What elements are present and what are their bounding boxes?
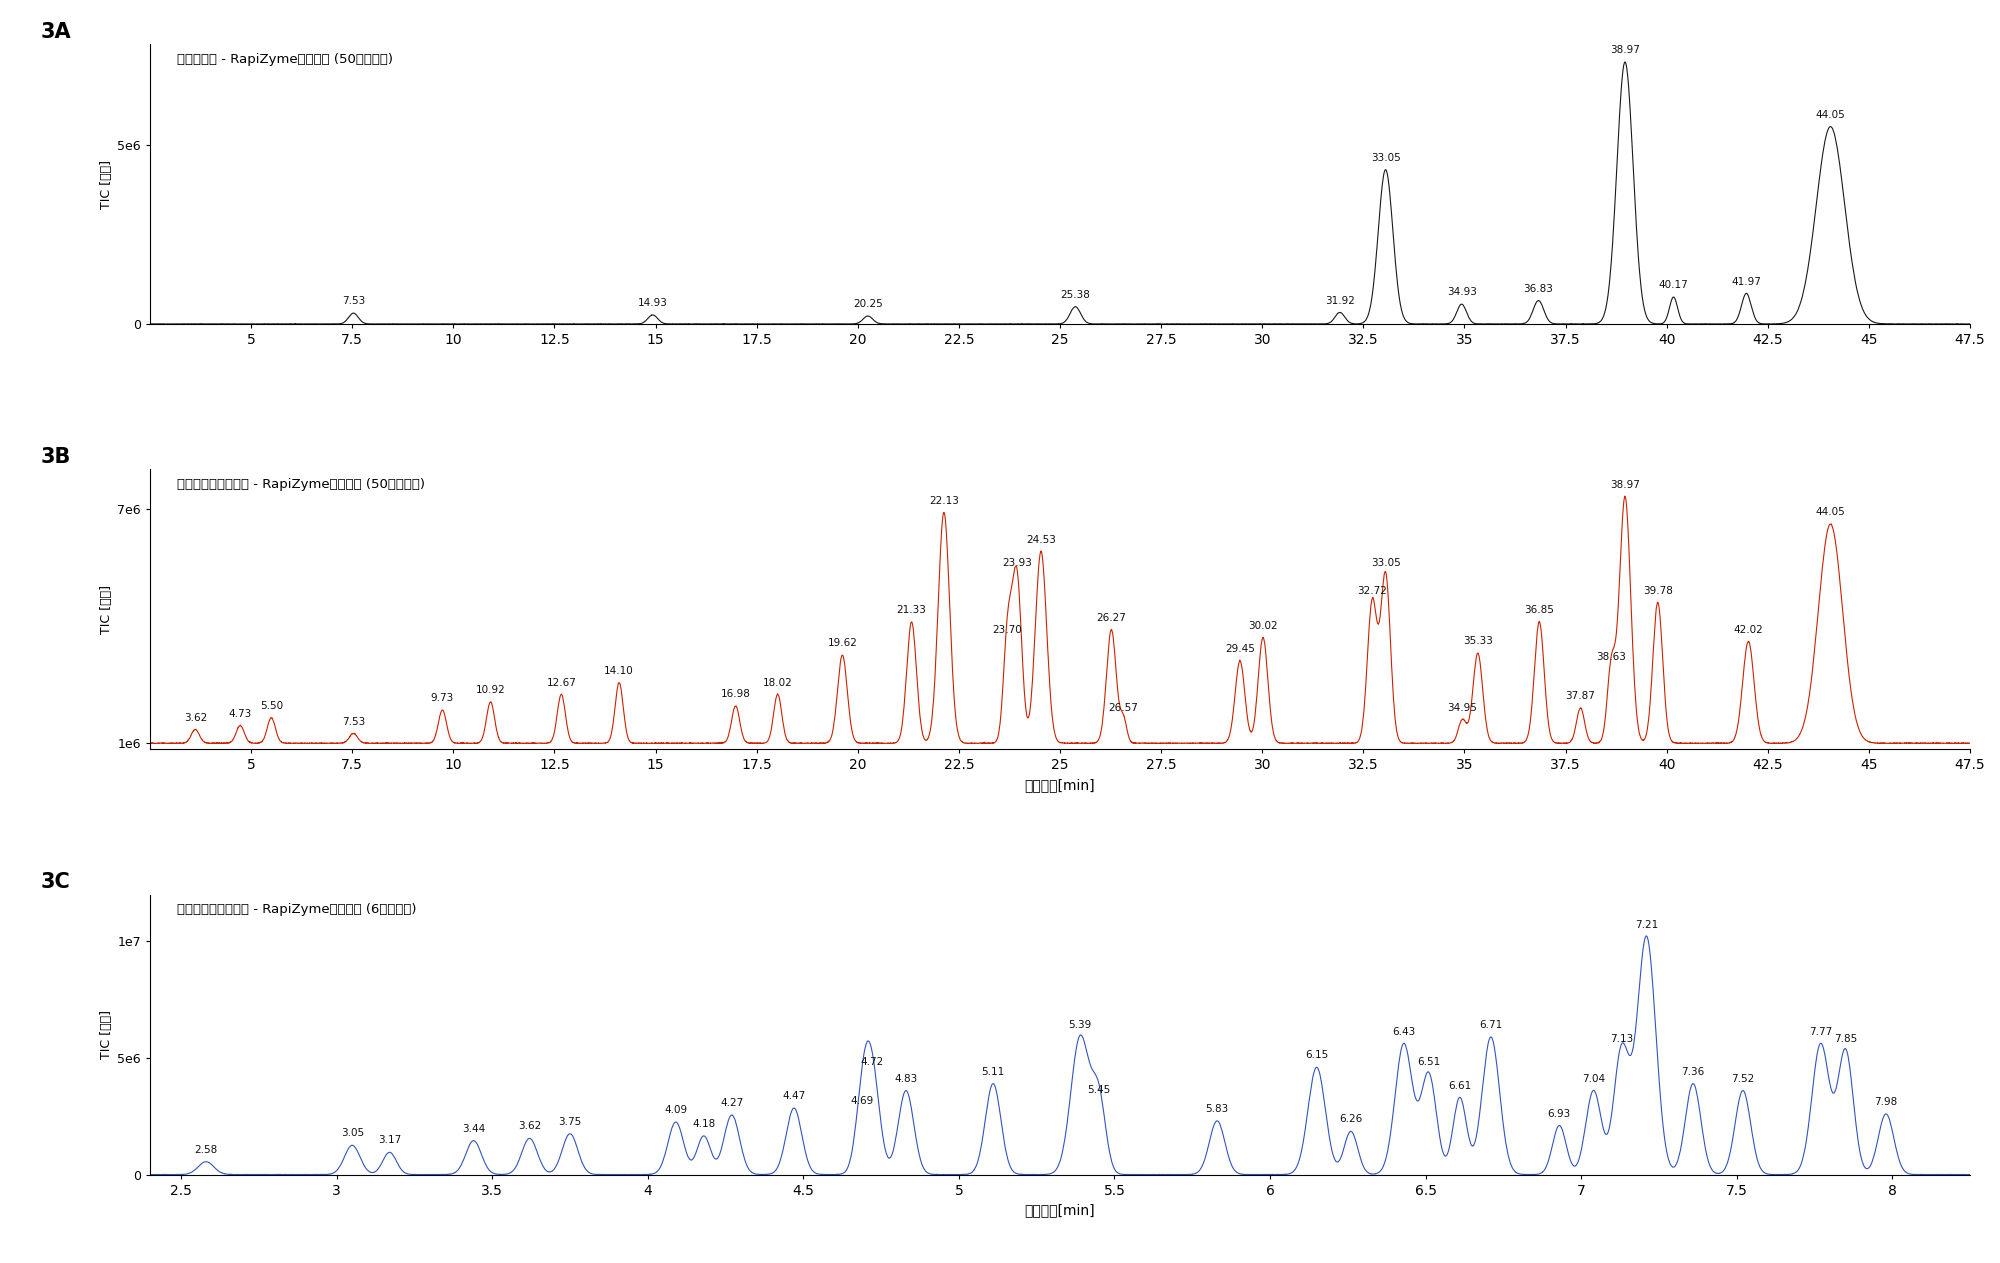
Text: 6.61: 6.61: [1448, 1081, 1472, 1091]
Text: 6.43: 6.43: [1392, 1027, 1416, 1037]
Text: 14.93: 14.93: [638, 298, 668, 308]
Text: 16.98: 16.98: [720, 690, 750, 700]
Text: 3.75: 3.75: [558, 1116, 582, 1127]
Text: 3.44: 3.44: [462, 1124, 486, 1134]
Text: 18.02: 18.02: [762, 677, 792, 687]
Text: 29.45: 29.45: [1226, 644, 1254, 654]
X-axis label: 保留时间[min]: 保留时间[min]: [1024, 1204, 1096, 1218]
Text: 31.92: 31.92: [1324, 296, 1354, 306]
Text: 26.27: 26.27: [1096, 613, 1126, 623]
Text: 35.33: 35.33: [1462, 637, 1492, 647]
Text: 3B: 3B: [40, 447, 72, 467]
Text: 14.10: 14.10: [604, 666, 634, 676]
Text: 3C: 3C: [40, 873, 70, 893]
Text: 34.93: 34.93: [1446, 287, 1476, 297]
Text: 6.93: 6.93: [1548, 1109, 1570, 1119]
Text: 10.92: 10.92: [476, 686, 506, 696]
Text: 4.73: 4.73: [228, 709, 252, 719]
Text: 7.13: 7.13: [1610, 1034, 1634, 1045]
Text: 23.70: 23.70: [992, 625, 1022, 635]
Text: 4.83: 4.83: [894, 1074, 918, 1084]
Text: 32.72: 32.72: [1358, 586, 1388, 596]
Text: 3.62: 3.62: [518, 1122, 542, 1132]
Text: 3.05: 3.05: [340, 1128, 364, 1138]
Text: 26.57: 26.57: [1108, 703, 1138, 712]
Text: 7.53: 7.53: [342, 716, 366, 726]
Text: 12.67: 12.67: [546, 677, 576, 687]
Text: 25.38: 25.38: [1060, 289, 1090, 299]
Text: 6.71: 6.71: [1480, 1021, 1502, 1031]
Text: 7.53: 7.53: [342, 297, 366, 306]
Text: 6.26: 6.26: [1340, 1114, 1362, 1124]
Text: 6.51: 6.51: [1418, 1057, 1440, 1067]
Text: 4.69: 4.69: [850, 1096, 874, 1106]
Text: 7.77: 7.77: [1810, 1027, 1832, 1037]
Text: 4.18: 4.18: [692, 1119, 716, 1129]
Text: 空白酶解物 - RapiZyme胰蛋白酶 (50分钟梯度): 空白酶解物 - RapiZyme胰蛋白酶 (50分钟梯度): [178, 53, 394, 66]
Text: 40.17: 40.17: [1658, 280, 1688, 290]
Text: 5.50: 5.50: [260, 701, 282, 711]
Text: 7.21: 7.21: [1634, 919, 1658, 930]
Text: 19.62: 19.62: [828, 638, 858, 648]
Text: 37.87: 37.87: [1566, 691, 1596, 701]
Text: 9.73: 9.73: [430, 693, 454, 703]
Text: 41.97: 41.97: [1732, 277, 1762, 287]
X-axis label: 保留时间[min]: 保留时间[min]: [1024, 778, 1096, 792]
Text: 22.13: 22.13: [928, 495, 958, 505]
Text: 39.78: 39.78: [1642, 586, 1672, 596]
Text: 20.25: 20.25: [854, 299, 882, 309]
Text: 5.39: 5.39: [1068, 1021, 1092, 1031]
Text: 42.02: 42.02: [1734, 625, 1764, 635]
Text: 33.05: 33.05: [1370, 558, 1400, 568]
Text: 7.85: 7.85: [1834, 1034, 1858, 1045]
Text: 4.27: 4.27: [720, 1098, 744, 1108]
Text: 36.83: 36.83: [1524, 284, 1554, 294]
Text: 33.05: 33.05: [1370, 153, 1400, 163]
Text: 4.47: 4.47: [782, 1091, 806, 1101]
Text: 4.72: 4.72: [860, 1057, 884, 1067]
Text: 38.97: 38.97: [1610, 45, 1640, 56]
Text: 5.45: 5.45: [1088, 1085, 1110, 1095]
Text: 英夫利昔单抗酶解物 - RapiZyme胰蛋白酶 (6分钟梯度): 英夫利昔单抗酶解物 - RapiZyme胰蛋白酶 (6分钟梯度): [178, 903, 416, 916]
Y-axis label: TIC [计数]: TIC [计数]: [100, 1010, 114, 1060]
Text: 4.09: 4.09: [664, 1105, 688, 1115]
Text: 23.93: 23.93: [1002, 558, 1032, 568]
Text: 3.17: 3.17: [378, 1135, 402, 1146]
Text: 44.05: 44.05: [1816, 508, 1846, 518]
Text: 21.33: 21.33: [896, 605, 926, 615]
Text: 英夫利昔单抗酶解物 - RapiZyme胰蛋白酶 (50分钟梯度): 英夫利昔单抗酶解物 - RapiZyme胰蛋白酶 (50分钟梯度): [178, 477, 426, 491]
Y-axis label: TIC [计数]: TIC [计数]: [100, 585, 114, 634]
Text: 7.36: 7.36: [1682, 1067, 1704, 1076]
Text: 34.95: 34.95: [1448, 703, 1478, 712]
Text: 44.05: 44.05: [1816, 110, 1846, 120]
Text: 6.15: 6.15: [1306, 1051, 1328, 1061]
Text: 2.58: 2.58: [194, 1144, 218, 1154]
Text: 3.62: 3.62: [184, 712, 206, 722]
Text: 38.63: 38.63: [1596, 652, 1626, 662]
Text: 36.85: 36.85: [1524, 605, 1554, 615]
Text: 30.02: 30.02: [1248, 621, 1278, 630]
Text: 24.53: 24.53: [1026, 534, 1056, 544]
Text: 3A: 3A: [40, 21, 72, 42]
Text: 5.11: 5.11: [982, 1067, 1004, 1076]
Text: 7.04: 7.04: [1582, 1074, 1606, 1084]
Text: 5.83: 5.83: [1206, 1104, 1228, 1114]
Text: 7.52: 7.52: [1732, 1074, 1754, 1084]
Y-axis label: TIC [计数]: TIC [计数]: [100, 159, 114, 208]
Text: 38.97: 38.97: [1610, 480, 1640, 490]
Text: 7.98: 7.98: [1874, 1098, 1898, 1106]
